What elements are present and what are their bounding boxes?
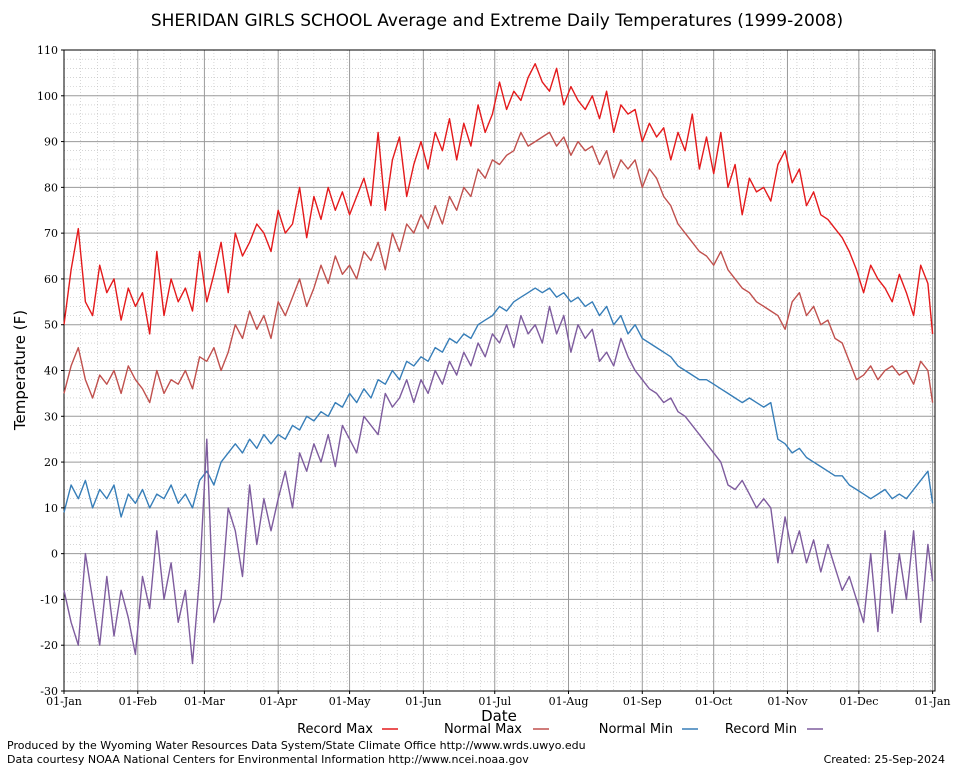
y-tick-label: 100 <box>37 90 58 103</box>
x-tick-label: 01-Nov <box>767 695 808 708</box>
legend-label-normal-min: Normal Min <box>599 722 673 737</box>
series-line-record-min <box>63 305 934 665</box>
y-tick-label: 70 <box>44 227 58 240</box>
y-tick-label: -10 <box>40 593 58 606</box>
y-tick-label: 0 <box>51 548 58 561</box>
y-tick-label: 10 <box>44 502 58 515</box>
y-tick-label: 50 <box>44 319 58 332</box>
y-axis-label: Temperature (F) <box>11 310 29 431</box>
series-line-normal-min <box>63 287 934 518</box>
y-tick-label: 80 <box>44 181 58 194</box>
x-tick-label: 01-May <box>329 695 372 708</box>
x-tick-label: 01-Apr <box>259 695 298 708</box>
chart-title: SHERIDAN GIRLS SCHOOL Average and Extrem… <box>151 11 843 31</box>
legend-label-normal-max: Normal Max <box>444 722 522 737</box>
y-tick-label: 30 <box>44 410 58 423</box>
y-tick-label: 20 <box>44 456 58 469</box>
x-axis-label: Date <box>481 707 517 725</box>
x-tick-label: 01-Dec <box>839 695 878 708</box>
x-tick-label: 01-Jan <box>46 695 82 708</box>
y-ticks: -30 -20 -10 0 10 20 30 40 50 60 70 80 90 100 110 <box>37 44 64 698</box>
footer-produced-by: Produced by the Wyoming Water Resources … <box>7 739 586 752</box>
footer-courtesy: Data courtesy NOAA National Centers for … <box>7 753 529 766</box>
x-tick-label: 01-Jun <box>405 695 441 708</box>
legend: Record Max Normal Max Normal Min Record Min <box>297 722 823 737</box>
y-tick-label: 40 <box>44 365 58 378</box>
y-tick-label: -20 <box>40 639 58 652</box>
x-tick-label: 01-Jan <box>915 695 951 708</box>
y-tick-label: 110 <box>37 44 58 57</box>
series-line-record-max <box>63 63 934 335</box>
y-tick-label: 90 <box>44 136 58 149</box>
series-group <box>63 63 934 665</box>
legend-label-record-min: Record Min <box>725 722 797 737</box>
series-line-normal-max <box>63 131 934 404</box>
x-tick-label: 01-Jul <box>478 695 511 708</box>
y-tick-label: 60 <box>44 273 58 286</box>
y-tick-label: -30 <box>40 685 58 698</box>
x-tick-label: 01-Aug <box>549 695 589 708</box>
x-tick-label: 01-Sep <box>623 695 662 708</box>
legend-label-record-max: Record Max <box>297 722 373 737</box>
x-tick-label: 01-Feb <box>119 695 157 708</box>
x-tick-label: 01-Mar <box>184 695 226 708</box>
x-tick-label: 01-Oct <box>695 695 733 708</box>
major-grid <box>63 49 935 692</box>
x-ticks: 01-Jan 01-Feb 01-Mar 01-Apr 01-May 01-Jun 01-J… <box>46 691 951 708</box>
footer-created: Created: 25-Sep-2024 <box>824 753 945 766</box>
